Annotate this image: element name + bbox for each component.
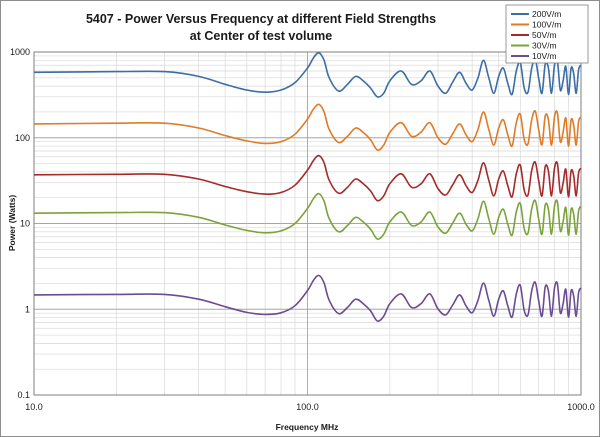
legend-label: 200V/m bbox=[532, 9, 561, 19]
x-tick-label: 1000.0 bbox=[567, 402, 595, 412]
y-tick-label: 100 bbox=[15, 133, 30, 143]
chart-title-line-1: 5407 - Power Versus Frequency at differe… bbox=[86, 12, 436, 26]
x-tick-label: 10.0 bbox=[25, 402, 43, 412]
y-axis-tick-labels: 0.1 1 10 100 1000 bbox=[10, 47, 30, 400]
series-line-100v-m bbox=[33, 103, 582, 151]
y-tick-label: 1000 bbox=[10, 47, 30, 57]
legend-label: 10V/m bbox=[532, 51, 557, 61]
chart-title: 5407 - Power Versus Frequency at differe… bbox=[86, 12, 436, 43]
x-axis-tick-labels: 10.0 100.0 1000.0 bbox=[25, 402, 595, 412]
x-tick-label: 100.0 bbox=[296, 402, 319, 412]
y-tick-label: 10 bbox=[20, 219, 30, 229]
y-tick-label: 0.1 bbox=[17, 390, 30, 400]
series-lines bbox=[33, 51, 582, 322]
y-axis-title: Power (Watts) bbox=[7, 195, 17, 252]
series-line-50v-m bbox=[33, 154, 582, 202]
series-line-200v-m bbox=[33, 51, 582, 98]
legend-label: 30V/m bbox=[532, 41, 557, 51]
chart-title-line-2: at Center of test volume bbox=[190, 29, 332, 43]
series-line-30v-m bbox=[33, 192, 582, 240]
y-tick-label: 1 bbox=[25, 304, 30, 314]
legend-label: 50V/m bbox=[532, 30, 557, 40]
series-line-10v-m bbox=[33, 274, 582, 322]
x-axis-title: Frequency MHz bbox=[276, 422, 339, 432]
plot-border bbox=[33, 51, 582, 396]
legend-label: 100V/m bbox=[532, 20, 561, 30]
